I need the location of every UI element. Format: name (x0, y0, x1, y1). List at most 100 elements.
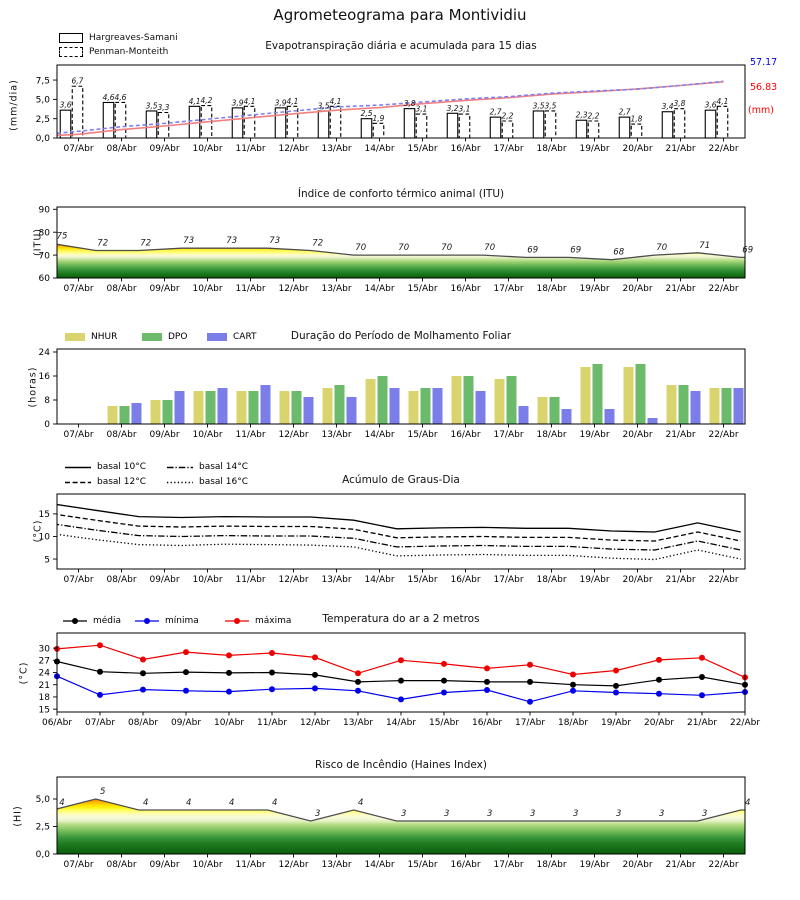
dpo-bar (334, 385, 345, 424)
x-tick-label: 10/Abr (192, 144, 222, 154)
cart-bar (690, 391, 701, 424)
legend-label: DPO (168, 332, 188, 342)
máxima-marker (570, 671, 576, 678)
bar-value-label: 3,9 (275, 98, 287, 107)
y-tick-label: 10 (39, 533, 51, 543)
hargreaves-bar (446, 112, 459, 139)
x-tick-label: 21/Abr (665, 144, 695, 154)
page-title: Agrometeograma para Montividiu (273, 6, 527, 24)
ylabel-graus-dia: (°C) (32, 519, 44, 543)
x-tick-label: 07/Abr (63, 860, 93, 870)
y-tick-label: 2,5 (36, 823, 50, 833)
penman-bar (587, 120, 600, 139)
dpo-bar (549, 397, 560, 424)
x-tick-label: 19/Abr (579, 284, 609, 294)
hargreaves-bar (102, 101, 115, 139)
x-tick-label: 11/Abr (235, 430, 265, 440)
point-value-label: 4 (143, 798, 148, 808)
média-marker (656, 676, 662, 683)
x-tick-label: 20/Abr (622, 575, 652, 585)
bar-value-label: 4,2 (201, 96, 213, 105)
dashdot-line-sample (167, 466, 193, 468)
y-tick-label: 8 (44, 396, 50, 406)
point-value-label: 68 (613, 248, 624, 258)
legend-item-minima: mínima (135, 615, 199, 627)
bar-value-label: 2,7 (490, 108, 502, 117)
nhur-bar (408, 391, 419, 424)
y-tick-label: 18 (39, 693, 51, 703)
máxima-marker (699, 654, 705, 661)
x-tick-label: 15/Abr (407, 144, 437, 154)
haines-area-fill (57, 799, 745, 854)
legend-label: mínima (165, 616, 199, 626)
dashed-line-sample (65, 481, 91, 483)
y-tick-label: 80 (39, 228, 51, 238)
bar-value-label: 2,7 (619, 108, 631, 117)
x-tick-label: 18/Abr (558, 718, 588, 728)
mínima-marker (183, 687, 189, 694)
penman-dashed-bar-swatch (59, 46, 83, 57)
minima-marker-sample (135, 618, 159, 624)
x-tick-label: 17/Abr (493, 284, 523, 294)
hargreaves-solid-bar-swatch (59, 32, 83, 43)
x-tick-label: 09/Abr (171, 718, 201, 728)
ylabel-haines: (HI) (12, 805, 24, 827)
x-tick-label: 20/Abr (622, 284, 652, 294)
x-tick-label: 13/Abr (321, 575, 351, 585)
nhur-bar (236, 391, 247, 424)
point-value-label: 71 (699, 241, 710, 251)
x-tick-label: 17/Abr (493, 575, 523, 585)
penman-accumulated-total: 57.17 (750, 57, 778, 68)
bar-value-label: 2,5 (361, 109, 373, 118)
x-tick-label: 21/Abr (687, 718, 717, 728)
cart-bar (131, 403, 142, 424)
x-tick-label: 14/Abr (364, 284, 394, 294)
penman-bar (114, 101, 127, 139)
x-tick-label: 17/Abr (515, 718, 545, 728)
x-tick-label: 09/Abr (149, 284, 179, 294)
point-value-label: 70 (398, 243, 409, 253)
x-tick-label: 19/Abr (579, 430, 609, 440)
legend-label: basal 10°C (97, 462, 147, 472)
penman-bar (673, 108, 686, 139)
x-tick-label: 17/Abr (493, 430, 523, 440)
legend-item-basal12: basal 12°C (65, 476, 146, 488)
x-tick-label: 22/Abr (708, 430, 738, 440)
x-tick-label: 09/Abr (149, 430, 179, 440)
legend-item-maxima: máxima (225, 615, 291, 627)
chart-title-temperatura: Temperatura do ar a 2 metros (322, 613, 480, 625)
média-marker (441, 677, 447, 684)
x-tick-label: 07/Abr (63, 430, 93, 440)
point-value-label: 69 (570, 245, 581, 255)
x-tick-label: 17/Abr (493, 860, 523, 870)
y-tick-label: 0,0 (36, 850, 51, 860)
máxima-marker (484, 665, 490, 672)
point-value-label: 75 (57, 232, 68, 242)
x-tick-label: 09/Abr (149, 860, 179, 870)
cart-bar (303, 397, 314, 424)
dpo-bar (420, 388, 431, 424)
mínima-marker (613, 689, 619, 696)
x-tick-label: 21/Abr (665, 860, 695, 870)
x-tick-label: 11/Abr (235, 860, 265, 870)
x-tick-label: 18/Abr (536, 430, 566, 440)
basal 16°C-line (57, 533, 741, 561)
máxima-marker (312, 654, 318, 661)
hargreaves-bar (532, 110, 545, 139)
x-tick-label: 08/Abr (106, 575, 136, 585)
mínima-marker (570, 687, 576, 694)
x-tick-label: 14/Abr (364, 575, 394, 585)
máxima-marker (527, 661, 533, 668)
x-tick-label: 09/Abr (149, 575, 179, 585)
point-value-label: 69 (527, 245, 538, 255)
máxima-marker (656, 656, 662, 663)
point-value-label: 70 (355, 243, 366, 253)
média-marker (398, 677, 404, 684)
x-tick-label: 10/Abr (192, 575, 222, 585)
nhur-bar (623, 367, 634, 424)
point-value-label: 3 (616, 809, 621, 819)
point-value-label: 3 (444, 809, 449, 819)
x-tick-label: 12/Abr (278, 284, 308, 294)
itu-curve (57, 243, 745, 261)
